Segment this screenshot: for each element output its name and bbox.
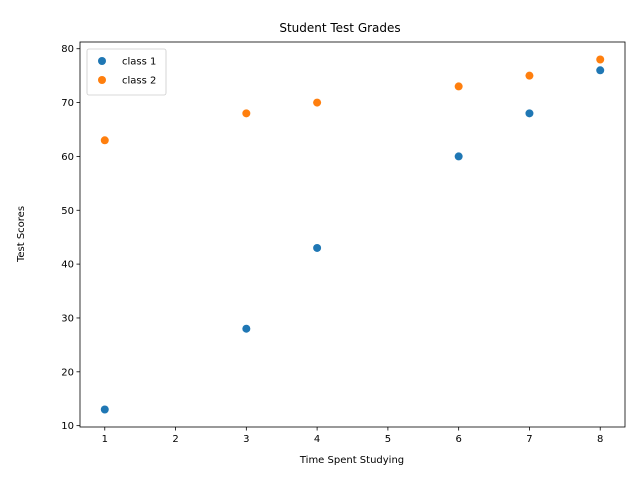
data-point [454, 152, 463, 161]
legend: class 1 class 2 [86, 48, 167, 96]
data-point [596, 66, 605, 75]
y-tick-label: 70 [61, 98, 74, 109]
data-points [100, 55, 605, 414]
chart-title: Student Test Grades [279, 21, 400, 35]
y-tick-label: 60 [61, 152, 74, 163]
y-tick-label: 40 [61, 260, 74, 271]
x-axis-ticks: 1 2 3 4 5 6 7 8 [102, 427, 603, 445]
series-2 [100, 55, 605, 145]
y-tick-label: 50 [61, 206, 74, 217]
x-tick-label: 2 [172, 434, 178, 445]
data-point [313, 98, 322, 107]
x-tick-label: 1 [102, 434, 108, 445]
data-point [525, 109, 534, 118]
data-point [313, 243, 322, 252]
x-tick-label: 5 [385, 434, 391, 445]
y-tick-label: 10 [61, 421, 74, 432]
data-point [100, 136, 109, 145]
x-tick-label: 8 [597, 434, 603, 445]
legend-marker [98, 76, 106, 84]
y-tick-label: 20 [61, 367, 74, 378]
x-tick-label: 6 [455, 434, 461, 445]
legend-box [86, 48, 167, 96]
x-axis-label: Time Spent Studying [299, 455, 404, 466]
y-tick-label: 30 [61, 313, 74, 324]
data-point [525, 71, 534, 80]
data-point [242, 324, 251, 333]
legend-label: class 2 [122, 76, 156, 87]
x-tick-label: 4 [314, 434, 320, 445]
y-axis-ticks: 10 20 30 40 50 60 70 80 [61, 44, 80, 432]
y-axis-label: Test Scores [16, 206, 27, 263]
x-tick-label: 7 [526, 434, 532, 445]
x-tick-label: 3 [243, 434, 249, 445]
data-point [596, 55, 605, 64]
y-tick-label: 80 [61, 44, 74, 55]
plot-area-frame [79, 41, 626, 428]
data-point [242, 109, 251, 118]
data-point [100, 405, 109, 414]
legend-label: class 1 [122, 57, 156, 68]
series-1 [100, 66, 605, 414]
legend-marker [98, 57, 106, 65]
data-point [454, 82, 463, 91]
